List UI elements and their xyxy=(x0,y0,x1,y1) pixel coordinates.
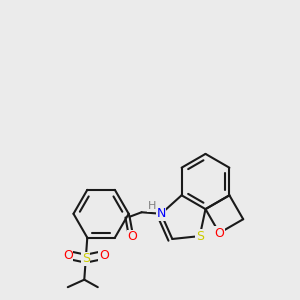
Text: H: H xyxy=(148,201,156,211)
Text: O: O xyxy=(99,249,109,262)
Text: O: O xyxy=(214,226,224,239)
Text: O: O xyxy=(63,249,73,262)
Text: S: S xyxy=(82,252,90,265)
Text: O: O xyxy=(128,230,137,243)
Text: S: S xyxy=(196,230,204,243)
Text: N: N xyxy=(156,207,166,220)
Text: N: N xyxy=(156,207,166,220)
